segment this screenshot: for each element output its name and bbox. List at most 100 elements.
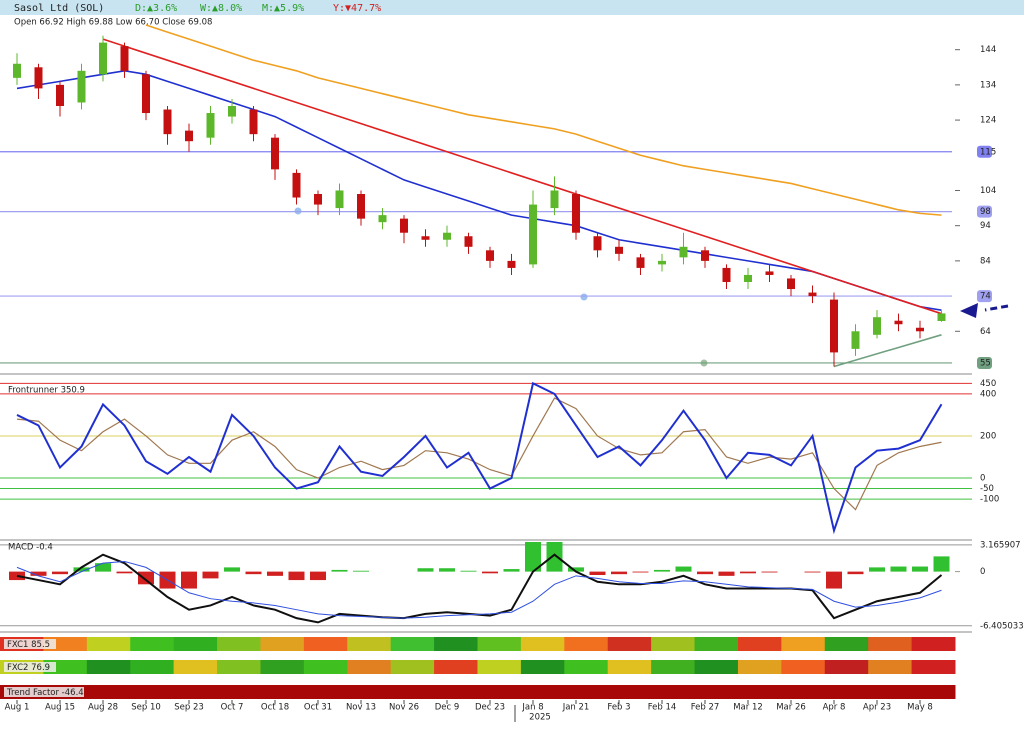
candle-body [185, 130, 193, 142]
histogram-bar [138, 571, 154, 585]
histogram-bar [503, 569, 520, 572]
y-tick-label: -100 [980, 495, 999, 505]
heat-cell [130, 637, 175, 651]
candle-body [679, 246, 688, 258]
y-tick-label: 94 [980, 221, 991, 231]
histogram-bar [116, 571, 133, 574]
candle-body [615, 246, 623, 254]
candle-body [787, 278, 795, 290]
heat-cell [390, 660, 435, 674]
histogram-bar [224, 567, 240, 572]
candle-body [99, 42, 107, 75]
heat-cell [607, 660, 652, 674]
level-label: 115 [980, 147, 996, 157]
y-tick-label: 124 [980, 116, 996, 126]
histogram-bar [632, 571, 649, 573]
y-tick-label: 400 [980, 389, 996, 399]
x-tick-label: Dec 23 [475, 703, 505, 713]
heat-cell [217, 660, 261, 674]
heat-cell [173, 660, 218, 674]
trendline [833, 334, 942, 368]
histogram-bar [52, 571, 68, 575]
histogram-bar [30, 571, 47, 576]
strip-label-box [4, 662, 56, 672]
x-tick-label: Aug 28 [88, 703, 118, 713]
candle-body [335, 190, 344, 209]
candle-body [701, 250, 709, 261]
candle-body [808, 292, 817, 297]
histogram-bar [546, 542, 563, 572]
moving-average [16, 69, 942, 311]
candle-body [765, 271, 774, 275]
heat-cell [868, 660, 913, 674]
histogram-bar [890, 566, 907, 572]
candle-body [593, 236, 602, 251]
macd-line [16, 560, 942, 619]
heat-cell [651, 637, 696, 651]
x-tick-label: Feb 3 [607, 703, 630, 713]
heat-cell [347, 637, 392, 651]
x-tick-label: Nov 13 [346, 703, 376, 713]
heat-cell [303, 637, 348, 651]
candle-body [400, 218, 408, 233]
heat-cell [434, 637, 478, 651]
heat-cell [173, 637, 218, 651]
histogram-bar [439, 568, 455, 572]
level-tag [977, 290, 992, 303]
histogram-bar [73, 567, 90, 572]
histogram-bar [611, 571, 627, 575]
y-tick-label: 144 [980, 45, 996, 55]
histogram-bar [869, 567, 885, 572]
histogram-bar [826, 571, 842, 589]
histogram-bar [460, 570, 477, 572]
candle-body [13, 63, 21, 78]
candle-body [744, 274, 752, 282]
candle-body [378, 215, 387, 223]
level-tag [977, 356, 992, 369]
heat-cell [911, 637, 956, 651]
histogram-bar [804, 571, 821, 573]
candle-body [636, 257, 645, 268]
heat-cell [824, 637, 869, 651]
candle-body [851, 331, 860, 349]
strip-label: Trend Factor -46.4 [6, 688, 84, 698]
x-tick-label: Dec 9 [435, 703, 460, 713]
y-tick-label: 104 [980, 186, 996, 196]
y-tick-label: 64 [980, 327, 991, 337]
candle-body [228, 106, 236, 117]
candle-body [937, 313, 946, 322]
candle-body [916, 327, 924, 332]
heat-cell [520, 637, 565, 651]
ohlc-readout: Open 66.92 High 69.88 Low 66.70 Close 69… [14, 18, 212, 28]
y-tick-label: 0 [980, 567, 985, 577]
x-tick-label: Jan 21 [562, 703, 590, 713]
histogram-bar [933, 556, 950, 572]
y-tick-label: -6.405033 [980, 621, 1024, 631]
candle-body [421, 236, 430, 240]
heat-cell [781, 637, 826, 651]
heat-cell [260, 637, 305, 651]
y-tick-label: 3.165907 [980, 540, 1021, 550]
histogram-bar [331, 569, 348, 572]
histogram-bar [525, 542, 541, 572]
y-tick-label: 450 [980, 379, 996, 389]
candle-body [206, 113, 215, 138]
strip-label: FXC1 85.5 [7, 640, 50, 650]
histogram-bar [95, 563, 111, 572]
x-tick-label: Mar 12 [733, 703, 763, 713]
candle-body [722, 267, 731, 282]
heat-cell [303, 660, 348, 674]
candle-body [830, 299, 838, 353]
histogram-bar [654, 569, 670, 572]
histogram-bar [202, 571, 219, 579]
candle-body [56, 84, 64, 106]
heat-cell [694, 660, 739, 674]
heat-cell [737, 660, 782, 674]
candle-body [464, 236, 473, 247]
level-label: 55 [980, 358, 991, 368]
heat-cell [477, 637, 522, 651]
y-tick-label: 84 [980, 256, 991, 266]
x-tick-label: Jan 8 [521, 703, 543, 713]
x-tick-label: Oct 18 [261, 703, 289, 713]
